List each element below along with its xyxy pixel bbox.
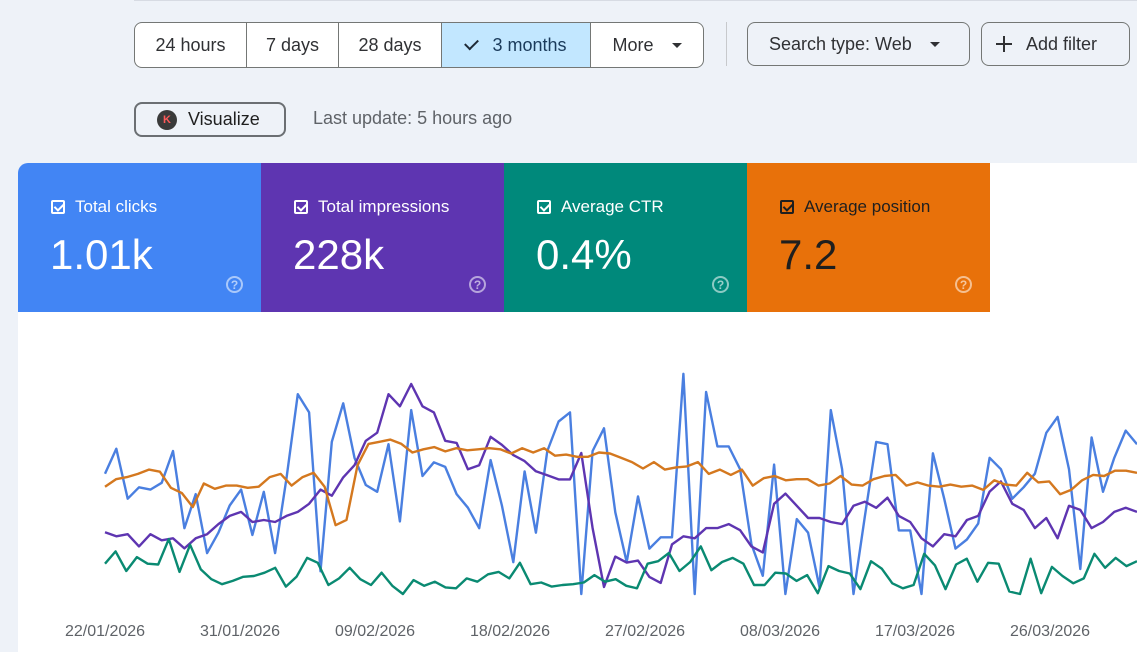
range-7-days-button[interactable]: 7 days [247,23,339,67]
metrics-panel-background [990,163,1137,312]
x-tick-label: 26/03/2026 [1010,623,1090,640]
series-line-clicks [103,372,1137,596]
help-icon[interactable]: ? [955,276,972,293]
chevron-down-icon [929,41,940,47]
search-type-dropdown[interactable]: Search type: Web [747,22,970,66]
range-24-hours-button[interactable]: 24 hours [135,23,247,67]
last-update-text: Last update: 5 hours ago [313,108,513,128]
metric-value: 228k [293,231,385,278]
performance-line-chart: 22/01/2026 31/01/2026 09/02/2026 18/02/2026… [65,372,1137,640]
metric-card-average-position[interactable]: Average position 7.2 ? [747,163,990,312]
chart-panel [18,312,1137,652]
metric-value: 7.2 [779,231,838,278]
metric-value: 0.4% [536,231,632,278]
range-3-months-button[interactable]: 3 months [442,23,591,67]
x-tick-label: 17/03/2026 [875,623,955,640]
range-more-dropdown[interactable]: More [591,23,703,67]
x-tick-label: 27/02/2026 [605,623,685,640]
help-icon[interactable]: ? [226,276,243,293]
visualize-button[interactable]: K Visualize [134,102,286,137]
range-28-days-button[interactable]: 28 days [339,23,442,67]
add-filter-button[interactable]: Add filter [981,22,1130,66]
metric-card-total-clicks[interactable]: Total clicks 1.01k ? [18,163,261,312]
checkbox-icon [51,200,65,214]
x-tick-label: 08/03/2026 [740,623,820,640]
series-line-position [104,438,1137,527]
series-line-impressions [104,382,1137,589]
x-tick-label: 09/02/2026 [335,623,415,640]
check-icon [464,35,480,51]
chevron-down-icon [671,42,682,48]
date-range-selector: 24 hours 7 days 28 days 3 months More [134,22,704,68]
x-tick-label: 31/01/2026 [200,623,280,640]
help-icon[interactable]: ? [712,276,729,293]
checkbox-icon [537,200,551,214]
x-tick-label: 18/02/2026 [470,623,550,640]
metric-value: 1.01k [50,231,153,278]
help-icon[interactable]: ? [469,276,486,293]
top-divider [134,0,1137,1]
series-line-ctr [104,537,1137,596]
checkbox-icon [294,200,308,214]
x-tick-label: 22/01/2026 [65,623,145,640]
visualize-logo-icon: K [157,109,177,130]
metric-card-average-ctr[interactable]: Average CTR 0.4% ? [504,163,747,312]
checkbox-icon [780,200,794,214]
plus-icon [996,36,1012,52]
toolbar-divider [726,22,727,66]
metric-card-total-impressions[interactable]: Total impressions 228k ? [261,163,504,312]
